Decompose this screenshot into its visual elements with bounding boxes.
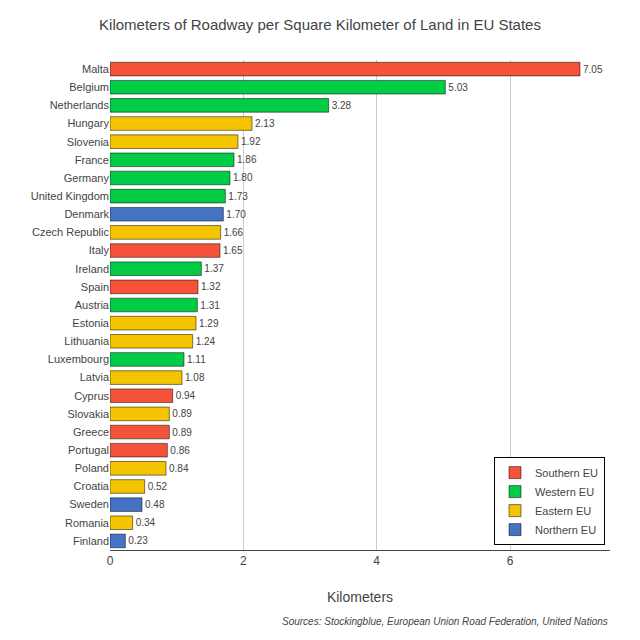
svg-text:0.94: 0.94 <box>176 390 196 401</box>
svg-text:0.52: 0.52 <box>148 481 168 492</box>
svg-text:Poland: Poland <box>75 462 109 474</box>
svg-text:1.73: 1.73 <box>228 191 248 202</box>
svg-text:Sweden: Sweden <box>69 498 109 510</box>
svg-text:Romania: Romania <box>65 517 110 529</box>
svg-text:4: 4 <box>373 554 380 568</box>
svg-text:Slovenia: Slovenia <box>67 136 110 148</box>
svg-text:0.34: 0.34 <box>136 517 156 528</box>
svg-text:United Kingdom: United Kingdom <box>31 190 109 202</box>
svg-text:Netherlands: Netherlands <box>50 99 110 111</box>
svg-text:Luxembourg: Luxembourg <box>48 353 109 365</box>
svg-text:Ireland: Ireland <box>75 263 109 275</box>
svg-text:Slovakia: Slovakia <box>67 408 109 420</box>
svg-text:0.86: 0.86 <box>170 445 190 456</box>
svg-text:France: France <box>75 154 109 166</box>
svg-text:2: 2 <box>240 554 247 568</box>
svg-text:1.29: 1.29 <box>199 318 219 329</box>
svg-text:Kilometers of Roadway per Squa: Kilometers of Roadway per Square Kilomet… <box>99 16 541 33</box>
svg-text:Germany: Germany <box>64 172 110 184</box>
svg-text:Portugal: Portugal <box>68 444 109 456</box>
svg-text:1.92: 1.92 <box>241 136 261 147</box>
svg-text:Estonia: Estonia <box>72 317 110 329</box>
svg-text:Sources: Stockingblue, Europea: Sources: Stockingblue, European Union Ro… <box>282 616 608 627</box>
svg-text:0.23: 0.23 <box>128 535 148 546</box>
svg-text:1.24: 1.24 <box>196 336 216 347</box>
svg-text:1.32: 1.32 <box>201 281 221 292</box>
svg-text:6: 6 <box>507 554 514 568</box>
svg-text:Belgium: Belgium <box>69 81 109 93</box>
svg-text:Greece: Greece <box>73 426 109 438</box>
svg-text:2.13: 2.13 <box>255 118 275 129</box>
svg-text:Western EU: Western EU <box>535 486 594 498</box>
svg-text:0: 0 <box>107 554 114 568</box>
svg-text:1.66: 1.66 <box>224 227 244 238</box>
svg-text:Cyprus: Cyprus <box>74 390 109 402</box>
svg-text:1.37: 1.37 <box>204 263 224 274</box>
svg-text:1.11: 1.11 <box>187 354 206 365</box>
svg-text:0.89: 0.89 <box>172 408 192 419</box>
svg-text:7.05: 7.05 <box>583 64 603 75</box>
svg-text:0.84: 0.84 <box>169 463 189 474</box>
svg-text:Kilometers: Kilometers <box>327 589 393 605</box>
svg-text:1.70: 1.70 <box>226 209 246 220</box>
svg-text:0.48: 0.48 <box>145 499 165 510</box>
svg-text:Spain: Spain <box>81 281 109 293</box>
svg-text:1.86: 1.86 <box>237 154 257 165</box>
svg-text:Latvia: Latvia <box>80 371 110 383</box>
svg-text:Austria: Austria <box>75 299 110 311</box>
svg-text:Croatia: Croatia <box>74 480 110 492</box>
svg-text:Malta: Malta <box>82 63 110 75</box>
svg-text:1.80: 1.80 <box>233 172 253 183</box>
svg-text:Denmark: Denmark <box>64 208 109 220</box>
svg-text:Italy: Italy <box>89 244 110 256</box>
svg-text:Hungary: Hungary <box>67 117 109 129</box>
svg-text:Lithuania: Lithuania <box>64 335 110 347</box>
svg-text:Northern EU: Northern EU <box>535 524 596 536</box>
svg-text:Southern EU: Southern EU <box>535 467 598 479</box>
svg-text:5.03: 5.03 <box>448 82 468 93</box>
svg-text:1.31: 1.31 <box>200 300 220 311</box>
svg-text:1.65: 1.65 <box>223 245 243 256</box>
svg-text:Czech Republic: Czech Republic <box>32 226 110 238</box>
svg-text:Eastern EU: Eastern EU <box>535 505 591 517</box>
svg-text:Finland: Finland <box>73 535 109 547</box>
svg-text:3.28: 3.28 <box>332 100 352 111</box>
svg-text:0.89: 0.89 <box>172 427 192 438</box>
svg-text:1.08: 1.08 <box>185 372 205 383</box>
